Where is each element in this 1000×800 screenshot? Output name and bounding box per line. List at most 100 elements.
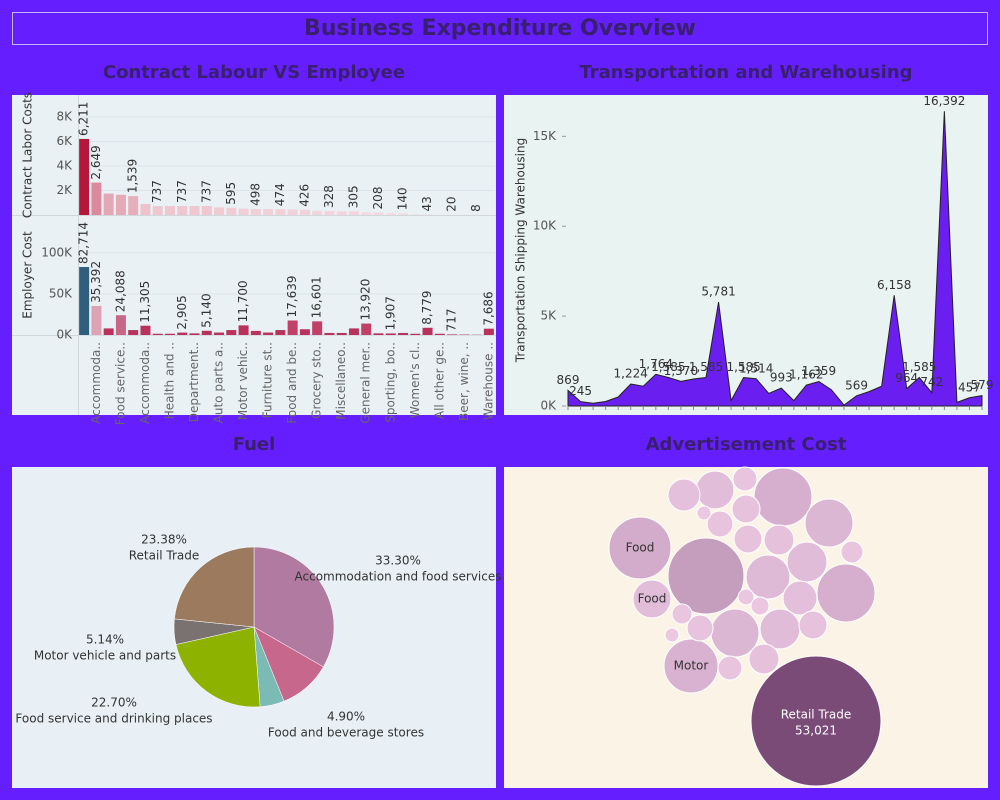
data-label: 1,907 <box>383 296 397 330</box>
bar <box>140 203 151 215</box>
data-label: 1,359 <box>802 364 836 378</box>
bubble <box>804 498 854 548</box>
bubble <box>632 579 672 619</box>
bar <box>189 205 200 215</box>
bar <box>422 327 433 335</box>
y-tick-label: 4K <box>56 159 73 173</box>
bar <box>226 330 237 335</box>
bar <box>398 213 409 215</box>
data-label: 2,649 <box>89 145 103 179</box>
data-label: 4.90% <box>327 710 365 724</box>
bar <box>324 332 335 335</box>
slice-label: Food service and drinking places <box>15 712 212 726</box>
data-label: 964 <box>895 371 918 385</box>
data-label: 17,639 <box>285 276 299 318</box>
bar <box>238 325 249 335</box>
bar <box>226 207 237 215</box>
bubble <box>737 588 755 606</box>
data-label: 474 <box>273 183 287 206</box>
bar <box>214 207 225 215</box>
bar <box>361 212 372 215</box>
bar <box>164 333 175 335</box>
data-label: 8,779 <box>420 290 434 324</box>
data-label: 1,224 <box>614 366 648 380</box>
bar <box>152 205 163 215</box>
x-tick-label: Miscellaneo.. <box>334 342 348 420</box>
x-tick-label: Beer, wine, .. <box>457 342 471 421</box>
data-label: 717 <box>445 309 459 332</box>
data-label: 16,392 <box>923 94 965 108</box>
data-label: 1,764 <box>639 357 673 371</box>
data-label: 993 <box>770 371 793 385</box>
data-label: 11,305 <box>138 281 152 323</box>
bar <box>91 305 102 335</box>
bubble <box>696 505 712 521</box>
y-tick-label: 0K <box>56 328 73 342</box>
data-label: 8 <box>469 204 483 212</box>
bubble-label: Motor <box>674 659 709 673</box>
bubble <box>608 516 672 580</box>
bubble <box>667 478 701 512</box>
y-tick-label: 5K <box>540 309 557 323</box>
bar <box>361 323 372 335</box>
bubble <box>748 643 780 675</box>
data-label: 43 <box>420 196 434 211</box>
data-label: 11,700 <box>236 280 250 322</box>
data-label: 245 <box>569 384 592 398</box>
data-label: 140 <box>396 187 410 210</box>
bubble <box>686 614 714 642</box>
x-tick-label: Motor vehic.. <box>236 342 250 420</box>
bubble <box>786 541 828 583</box>
bar <box>177 205 188 215</box>
x-tick-label: Grocery sto.. <box>310 342 324 419</box>
x-tick-label: Women's cl.. <box>408 342 422 418</box>
bar <box>91 182 102 215</box>
bar <box>238 208 249 215</box>
data-label: 24,088 <box>113 270 127 312</box>
dashboard-title: Business Expenditure Overview <box>304 16 696 41</box>
data-label: 579 <box>971 378 994 392</box>
bar <box>324 210 335 215</box>
bar <box>79 267 90 335</box>
bar <box>250 330 261 335</box>
x-tick-label: Accommoda.. <box>138 342 152 424</box>
data-label: 869 <box>557 373 580 387</box>
y-tick-label: 100K <box>41 245 73 259</box>
bubble <box>798 610 828 640</box>
data-label: 426 <box>297 184 311 207</box>
bar <box>164 205 175 215</box>
slice-label: Motor vehicle and parts <box>34 649 176 663</box>
x-tick-label: Furniture st.. <box>261 342 275 418</box>
bar <box>312 210 323 215</box>
data-label: 5,140 <box>199 293 213 327</box>
slice-label: Retail Trade <box>129 549 200 563</box>
y-tick-label: 50K <box>49 286 73 300</box>
panel-title: Transportation and Warehousing <box>579 62 912 83</box>
panel-title: Advertisement Cost <box>646 434 847 455</box>
bar <box>201 205 212 215</box>
data-label: 16,601 <box>310 276 324 318</box>
bar <box>348 328 359 335</box>
data-label: 737 <box>175 180 189 203</box>
x-tick-label: All other ge.. <box>432 342 446 419</box>
bubble <box>745 554 791 600</box>
x-tick-label: Sporting, bo.. <box>383 342 397 423</box>
y-tick-label: 10K <box>533 219 557 233</box>
bubble-label: Food <box>638 592 667 606</box>
bubble-label: Retail Trade <box>781 708 852 722</box>
data-label: 1,585 <box>726 360 760 374</box>
bubble <box>671 603 693 625</box>
bar <box>434 333 445 335</box>
data-label: 1,585 <box>689 360 723 374</box>
panel-title: Contract Labour VS Employee <box>103 62 405 83</box>
data-label: 22.70% <box>91 696 137 710</box>
bar <box>287 209 298 215</box>
bubble <box>733 524 763 554</box>
y-axis-title: Contract Labor Costs <box>21 92 35 218</box>
data-label: 23.38% <box>141 533 187 547</box>
bar <box>103 328 114 335</box>
bar <box>299 329 310 335</box>
bubble <box>816 563 876 623</box>
data-label: 737 <box>150 180 164 203</box>
